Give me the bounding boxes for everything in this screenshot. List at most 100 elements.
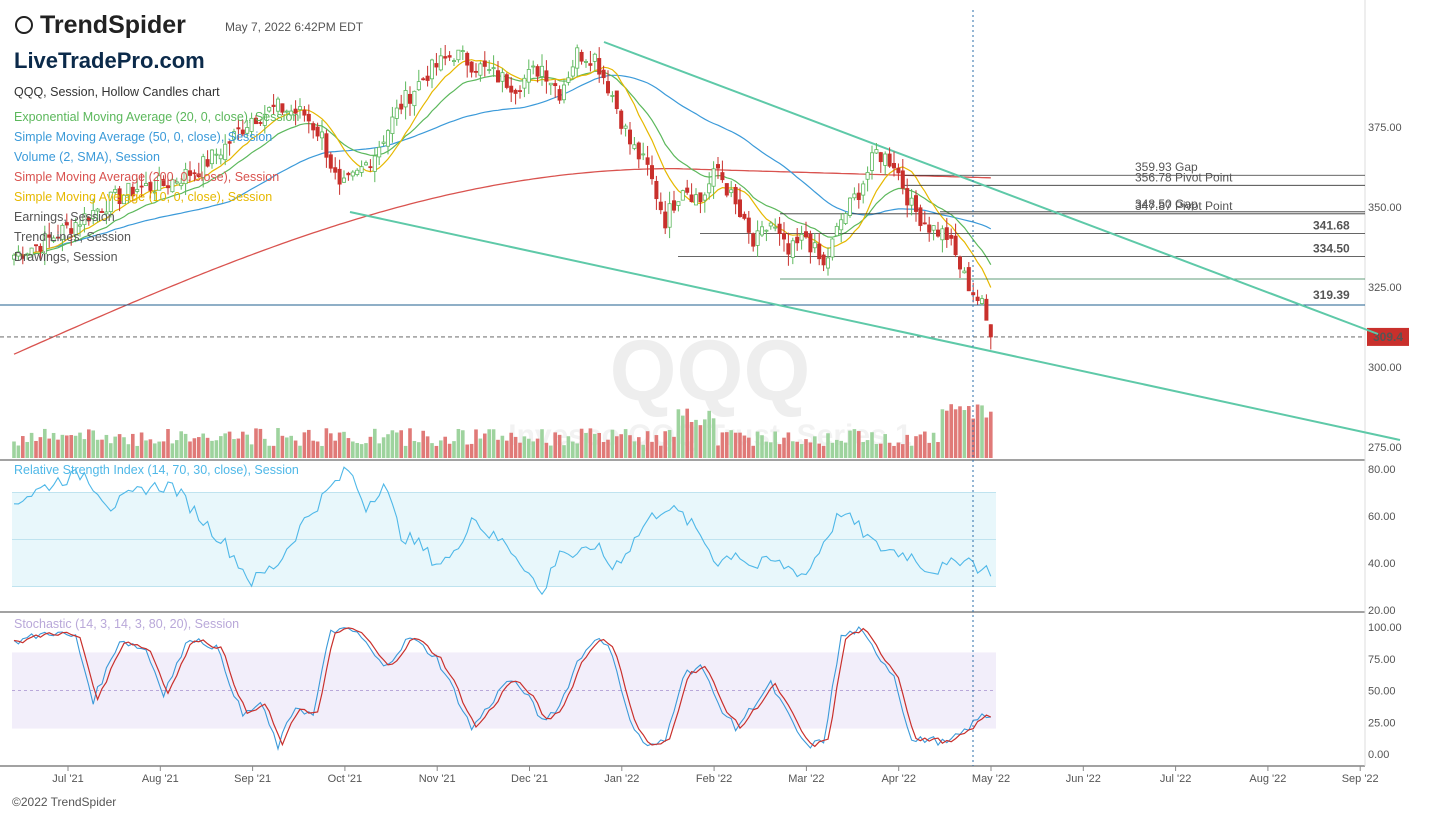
volume-bar bbox=[725, 432, 729, 458]
volume-bar bbox=[491, 429, 496, 458]
rsi-panel: 80.00 60.00 40.00 20.00 bbox=[12, 464, 1396, 617]
stoch-tick-label: 25.00 bbox=[1368, 717, 1396, 729]
volume-bar bbox=[513, 436, 518, 458]
candle-body bbox=[456, 49, 461, 61]
stoch-tick-label: 0.00 bbox=[1368, 749, 1389, 761]
volume-bar bbox=[276, 428, 280, 458]
volume-bar bbox=[87, 429, 91, 458]
candle-body bbox=[975, 296, 980, 301]
volume-bar bbox=[703, 419, 707, 458]
volume-bar bbox=[509, 432, 513, 458]
volume-bar bbox=[958, 406, 962, 458]
x-tick-label: Sep '22 bbox=[1342, 773, 1379, 785]
volume-bar bbox=[557, 434, 562, 458]
rsi-tick-label: 60.00 bbox=[1368, 511, 1396, 523]
volume-bar bbox=[25, 441, 29, 458]
volume-bar bbox=[650, 441, 654, 458]
candle-body bbox=[100, 211, 105, 213]
candle-body bbox=[491, 67, 496, 70]
legend-drawings: Drawings, Session bbox=[14, 250, 118, 264]
candle-body bbox=[478, 63, 483, 76]
candle-body bbox=[896, 167, 901, 174]
candle-body bbox=[698, 192, 703, 203]
candle-body bbox=[157, 175, 162, 191]
stoch-d-line bbox=[13, 627, 992, 748]
volume-bar bbox=[861, 441, 865, 458]
candle-body bbox=[399, 103, 404, 110]
candle-body bbox=[174, 181, 179, 184]
candle-body bbox=[78, 224, 83, 227]
volume-bar bbox=[553, 432, 557, 458]
candle-body bbox=[614, 90, 619, 110]
volume-bar bbox=[500, 435, 505, 458]
volume-bar bbox=[755, 431, 760, 458]
candle-body bbox=[460, 50, 465, 52]
volume-bar bbox=[434, 445, 439, 458]
candle-body bbox=[874, 149, 879, 154]
candle-body bbox=[306, 113, 311, 122]
volume-bar bbox=[606, 439, 610, 458]
candle-body bbox=[531, 65, 536, 68]
candle-body bbox=[38, 245, 43, 252]
volume-bar bbox=[984, 417, 989, 458]
candle-body bbox=[69, 228, 74, 234]
volume-bar bbox=[905, 434, 909, 458]
candle-body bbox=[540, 65, 545, 77]
candle-body bbox=[416, 81, 421, 91]
volume-bar bbox=[122, 437, 126, 458]
candle-body bbox=[566, 77, 571, 83]
candle-body bbox=[843, 213, 848, 224]
candle-body bbox=[86, 217, 91, 222]
volume-bar bbox=[751, 445, 755, 458]
brand-logo: TrendSpider bbox=[40, 11, 186, 39]
candle-body bbox=[385, 130, 390, 147]
volume-bar bbox=[69, 435, 73, 458]
volume-bar bbox=[403, 445, 408, 458]
candle-body bbox=[328, 154, 333, 169]
candle-body bbox=[377, 146, 382, 158]
volume-bar bbox=[289, 435, 293, 458]
candle-body bbox=[535, 66, 540, 77]
candle-body bbox=[249, 117, 254, 132]
price-tick-label: 300.00 bbox=[1368, 362, 1402, 374]
candle-body bbox=[429, 59, 434, 80]
candle-body bbox=[544, 70, 549, 82]
volume-bar bbox=[769, 442, 773, 458]
candle-body bbox=[143, 183, 148, 187]
candle-body bbox=[724, 183, 729, 196]
volume-bar bbox=[835, 439, 839, 458]
candle-body bbox=[905, 188, 910, 206]
volume-bar bbox=[443, 436, 447, 458]
candle-body bbox=[645, 157, 650, 165]
candle-body bbox=[830, 238, 835, 258]
candle-body bbox=[856, 192, 861, 201]
candle-body bbox=[707, 183, 712, 194]
volume-bar bbox=[967, 406, 971, 458]
candle-body bbox=[971, 292, 976, 296]
candle-body bbox=[218, 154, 223, 160]
volume-bar bbox=[210, 440, 214, 458]
candle-body bbox=[720, 172, 725, 181]
volume-bar bbox=[654, 435, 659, 458]
volume-bar bbox=[34, 440, 38, 458]
candle-body bbox=[359, 166, 364, 173]
candle-body bbox=[469, 61, 474, 73]
volume-bar bbox=[43, 428, 47, 458]
spider-icon bbox=[15, 16, 33, 34]
candle-body bbox=[764, 229, 769, 232]
candle-body bbox=[636, 142, 641, 160]
candle-body bbox=[689, 194, 694, 203]
volume-bar bbox=[91, 430, 95, 458]
candle-body bbox=[51, 237, 56, 242]
candle-body bbox=[557, 89, 562, 101]
volume-bar bbox=[698, 425, 703, 458]
candle-body bbox=[187, 170, 192, 176]
price-tick-label: 375.00 bbox=[1368, 122, 1402, 134]
x-tick-label: Feb '22 bbox=[696, 773, 732, 785]
volume-bar bbox=[153, 443, 157, 458]
volume-bar bbox=[113, 436, 117, 458]
volume-bar bbox=[82, 439, 87, 458]
legend-trend-lines: Trend Lines, Session bbox=[14, 230, 131, 244]
candle-body bbox=[623, 125, 628, 129]
volume-bar bbox=[531, 441, 535, 458]
